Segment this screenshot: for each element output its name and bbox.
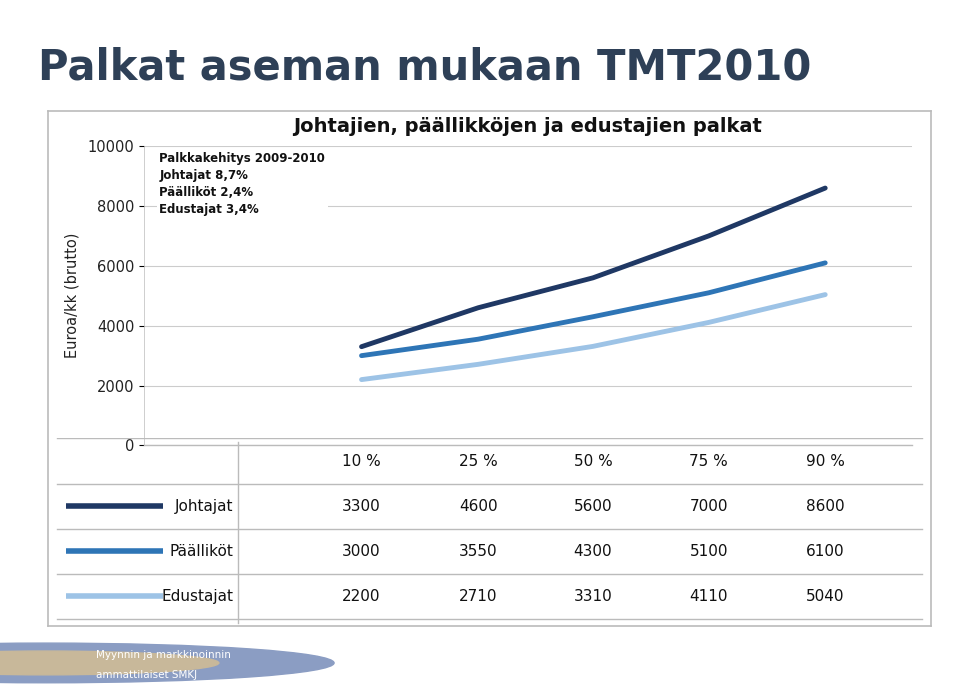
Text: 4600: 4600 xyxy=(459,498,497,514)
Text: 5100: 5100 xyxy=(689,544,728,559)
Text: Palkat aseman mukaan TMT2010: Palkat aseman mukaan TMT2010 xyxy=(38,47,812,88)
Text: Edustajat: Edustajat xyxy=(161,589,233,604)
Text: 2710: 2710 xyxy=(459,589,497,604)
Text: 5040: 5040 xyxy=(806,589,845,604)
Text: 4300: 4300 xyxy=(574,544,612,559)
Text: 25 %: 25 % xyxy=(459,454,497,468)
Y-axis label: Euroa/kk (brutto): Euroa/kk (brutto) xyxy=(64,233,79,358)
Circle shape xyxy=(0,643,334,683)
Text: 2200: 2200 xyxy=(343,589,381,604)
Text: Myynnin ja markkinoinnin: Myynnin ja markkinoinnin xyxy=(96,650,230,660)
Text: Palkkakehitys 2009-2010
Johtajat 8,7%
Päälliköt 2,4%
Edustajat 3,4%: Palkkakehitys 2009-2010 Johtajat 8,7% Pä… xyxy=(159,152,325,216)
Text: 75 %: 75 % xyxy=(689,454,728,468)
Text: 3550: 3550 xyxy=(459,544,497,559)
Text: 6100: 6100 xyxy=(805,544,845,559)
Text: 3310: 3310 xyxy=(573,589,612,604)
Text: 10 %: 10 % xyxy=(342,454,381,468)
Text: 7000: 7000 xyxy=(689,498,728,514)
Text: Johtajat: Johtajat xyxy=(175,498,233,514)
Text: 5600: 5600 xyxy=(574,498,612,514)
Text: ammattilaiset SMKJ: ammattilaiset SMKJ xyxy=(96,670,197,680)
Text: 4110: 4110 xyxy=(689,589,728,604)
Text: 3000: 3000 xyxy=(342,544,381,559)
Text: 50 %: 50 % xyxy=(573,454,612,468)
Text: Päälliköt: Päälliköt xyxy=(170,544,233,559)
Text: 90 %: 90 % xyxy=(805,454,845,468)
Title: Johtajien, päällikköjen ja edustajien palkat: Johtajien, päällikköjen ja edustajien pa… xyxy=(294,117,762,136)
Text: 8600: 8600 xyxy=(805,498,845,514)
Text: 3300: 3300 xyxy=(342,498,381,514)
Circle shape xyxy=(0,651,219,675)
